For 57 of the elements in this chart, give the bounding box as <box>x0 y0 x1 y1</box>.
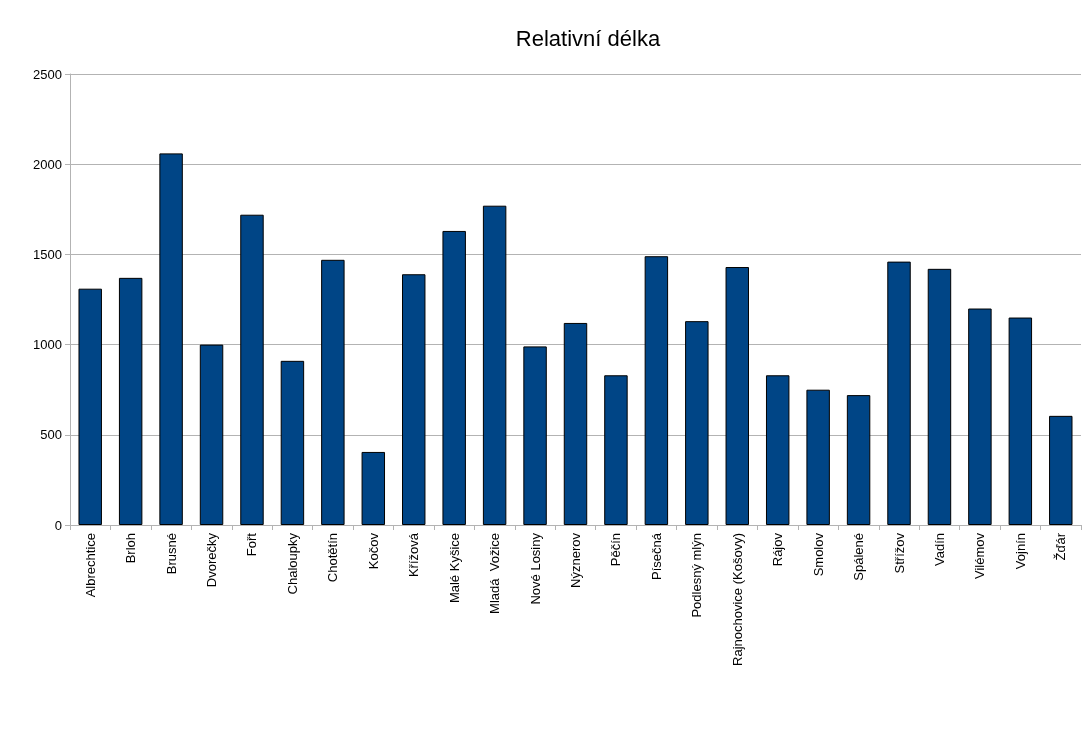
bar <box>523 346 547 525</box>
bar <box>725 267 749 525</box>
bar <box>644 256 669 525</box>
x-tick-label: Malé Kyšice <box>446 533 462 604</box>
bar <box>765 375 790 525</box>
x-tick-label: Nýznerov <box>568 532 583 588</box>
bar <box>846 395 871 525</box>
x-tick-label: Fořt <box>244 532 260 557</box>
x-tick-label: Albrechtice <box>82 533 98 598</box>
y-tick-label: 500 <box>40 427 62 443</box>
bar <box>199 344 224 525</box>
x-tick-label: Vadín <box>931 533 947 567</box>
bar <box>563 322 588 525</box>
x-tick-label: Brloh <box>123 533 139 564</box>
bar <box>482 205 507 525</box>
bar <box>927 268 952 525</box>
x-tick-label: Rájov <box>770 532 786 567</box>
y-tick-label: 2500 <box>33 66 62 82</box>
x-tick-label: Vilémov <box>972 532 988 580</box>
bar <box>887 261 911 525</box>
bar <box>240 214 264 525</box>
bar <box>806 389 830 525</box>
bar <box>402 274 426 525</box>
bar <box>78 288 102 525</box>
x-tick-label: Dvorečky <box>204 532 220 588</box>
x-tick-label: Vojnín <box>1012 533 1028 570</box>
x-tick-label: Mladá Vožice <box>487 533 503 614</box>
bar <box>604 375 628 525</box>
bar <box>321 259 345 525</box>
x-tick-label: Chotětín <box>325 533 341 583</box>
bar <box>118 277 143 525</box>
x-tick-label: Rajnochovice (Košovy) <box>729 533 745 666</box>
x-tick-label: Střížov <box>891 532 907 574</box>
bar <box>968 308 992 525</box>
x-tick-label: Nové Losiny <box>527 532 543 605</box>
bar <box>1008 317 1033 525</box>
y-tick-label: 1000 <box>33 337 62 353</box>
x-tick-label: Brusné <box>163 533 179 575</box>
x-tick-label: Kočov <box>365 532 381 570</box>
y-tick-label: 2000 <box>33 156 62 172</box>
bar <box>159 153 183 525</box>
y-tick-label: 0 <box>54 517 62 533</box>
x-tick-label: Křížová <box>406 532 422 578</box>
bar <box>280 360 305 525</box>
x-tick-label: Žďár <box>1053 532 1069 561</box>
x-tick-label: Spálené <box>851 533 867 581</box>
x-tick-label: Pěčín <box>608 533 624 567</box>
y-tick-label: 1500 <box>33 246 62 262</box>
bar <box>442 230 466 525</box>
chart-title: Relativní délka <box>515 25 661 51</box>
bar <box>685 321 709 525</box>
bar <box>1049 415 1073 525</box>
x-tick-label: Podlesný mlýn <box>689 533 705 618</box>
x-tick-label: Smolov <box>810 532 826 577</box>
bar <box>361 451 386 525</box>
x-tick-label: Písečná <box>648 532 664 580</box>
x-tick-label: Chaloupky <box>284 532 300 595</box>
